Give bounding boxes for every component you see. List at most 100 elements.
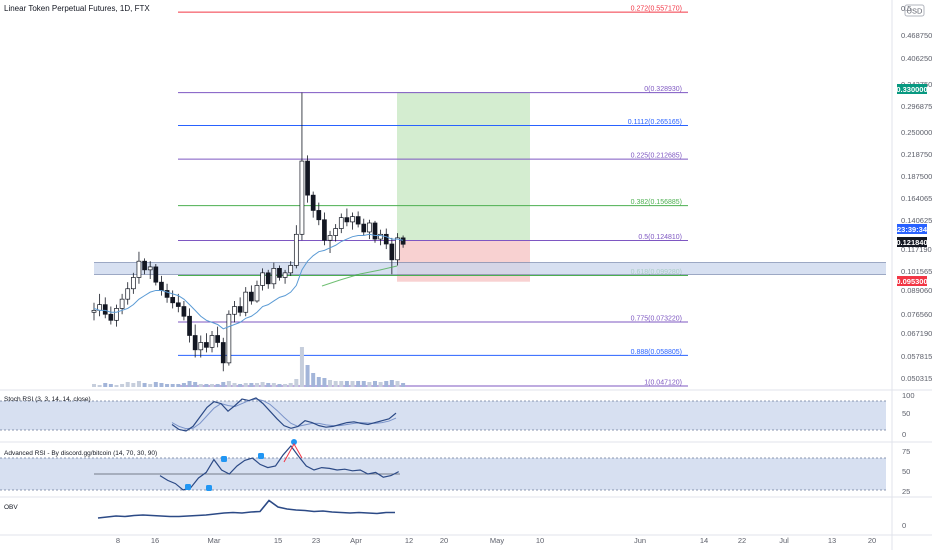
obv-axis: 0	[902, 521, 906, 530]
fib-level-label: 0.775(0.073220)	[631, 315, 682, 322]
price-tag	[897, 84, 927, 94]
candle-body	[130, 277, 136, 290]
volume-bar	[344, 381, 349, 387]
volume-bar	[350, 381, 355, 387]
candle-body	[159, 281, 164, 291]
candle-body	[271, 268, 277, 285]
currency-button[interactable]: USD	[904, 4, 925, 17]
obv-line	[97, 499, 395, 519]
candle-body	[181, 306, 187, 317]
candle-body	[355, 216, 361, 225]
adv-rsi-marker	[258, 453, 264, 459]
volume-bar	[210, 384, 215, 387]
volume-bar	[288, 383, 293, 387]
volume-bar	[108, 384, 113, 387]
candle-body	[310, 194, 316, 211]
time-tick-label: Mar	[208, 536, 221, 545]
volume-bar	[142, 383, 147, 387]
fib-level-label: 0.225(0.212685)	[631, 153, 682, 160]
adv-rsi-marker	[206, 485, 212, 491]
volume-bar	[373, 381, 377, 387]
candle-body	[344, 217, 350, 223]
candle-body	[204, 342, 209, 348]
volume-bar	[356, 381, 361, 387]
price-tick-label: 0.117190	[901, 245, 932, 254]
candle-body	[372, 222, 378, 240]
time-tick-label: 20	[440, 536, 448, 545]
fib-level-label: 0.888(0.058805)	[631, 349, 682, 356]
fib-level-label: 0.272(0.557170)	[631, 6, 682, 13]
candle-body	[395, 237, 400, 261]
obv-polyline	[97, 499, 395, 519]
volume-bar	[266, 383, 271, 387]
volume-bar	[249, 383, 254, 387]
volume-bar	[215, 384, 220, 387]
candle-body	[226, 313, 232, 364]
time-tick-label: 8	[116, 536, 120, 545]
volume-bar	[221, 382, 226, 387]
candle-body	[170, 297, 176, 304]
stoch-k-line	[171, 397, 397, 432]
volume-bar	[283, 384, 288, 387]
volume-bar	[271, 383, 276, 387]
volume-bar	[148, 384, 153, 387]
fib-retracement[interactable]: 0.272(0.557170) 0(0.328930) 0.1112(0.26516…	[178, 6, 688, 387]
price-axis[interactable]: 0.50.4687500.4062500.3437500.2968750.250…	[901, 4, 932, 383]
candle-body	[153, 266, 159, 283]
candle-body	[350, 216, 355, 223]
candle-body	[254, 285, 260, 302]
time-tick-label: 14	[700, 536, 708, 545]
time-tick-label: 12	[405, 536, 413, 545]
volume-bar	[97, 385, 102, 387]
time-tick-label: 10	[536, 536, 544, 545]
adv-rsi-marker	[221, 456, 227, 462]
time-axis[interactable]: 8 16 Mar 15 23 Apr 12 20 May 10 Jun 14 22 Jul 13 20	[116, 536, 876, 545]
candle-body	[119, 298, 125, 309]
candle-body	[114, 308, 119, 321]
fib-level-label: 1(0.047120)	[644, 380, 682, 387]
stoch-rsi-title[interactable]: Stoch RSI (3, 3, 14, 14, close)	[4, 396, 91, 403]
volume-bar	[378, 382, 383, 387]
obv-title[interactable]: OBV	[4, 504, 18, 511]
volume-bar	[322, 378, 327, 387]
volume-bar	[339, 381, 344, 387]
stoch-tick-label: 0	[902, 430, 906, 439]
price-tick-label: 0.164065	[901, 194, 932, 203]
candle-body	[249, 291, 254, 302]
candles	[91, 92, 406, 372]
candle-body	[91, 309, 97, 313]
obv-tick-label: 0	[902, 521, 906, 530]
volume-bar	[243, 383, 248, 387]
price-tick-label: 0.250000	[901, 128, 932, 137]
adv-rsi-lines	[94, 439, 400, 491]
time-tick-label: 20	[868, 536, 876, 545]
candle-body	[322, 219, 327, 241]
volume-bar	[153, 382, 158, 387]
candle-body	[367, 222, 372, 233]
price-tick-label: 0.140625	[901, 216, 932, 225]
candle-body	[102, 304, 108, 315]
candle-body	[237, 306, 243, 313]
candle-body	[192, 335, 198, 351]
price-tag	[897, 224, 927, 234]
adv-rsi-title[interactable]: Advanced RSI - By discord.gg/bitcoin (14…	[4, 450, 157, 457]
volume-bar	[193, 382, 198, 387]
price-tags: 0.330000 23:39:34 0.121840 0.095300	[896, 84, 928, 286]
candle-body	[361, 223, 367, 233]
volume-bar	[204, 384, 209, 387]
candle-body	[147, 266, 153, 271]
candle-body	[400, 237, 406, 245]
price-tick-label: 0.218750	[901, 150, 932, 159]
currency-label[interactable]: USD	[907, 7, 923, 16]
candle-body	[265, 272, 271, 285]
candle-body	[277, 268, 282, 278]
volume-bars	[92, 347, 406, 387]
candle-body	[108, 313, 114, 321]
price-tick-label: 0.089060	[901, 286, 932, 295]
fib-level-label: 0.1112(0.265165)	[628, 119, 682, 126]
price-tag	[897, 237, 927, 247]
time-tick-label: May	[490, 536, 504, 545]
volume-bar	[198, 384, 203, 387]
